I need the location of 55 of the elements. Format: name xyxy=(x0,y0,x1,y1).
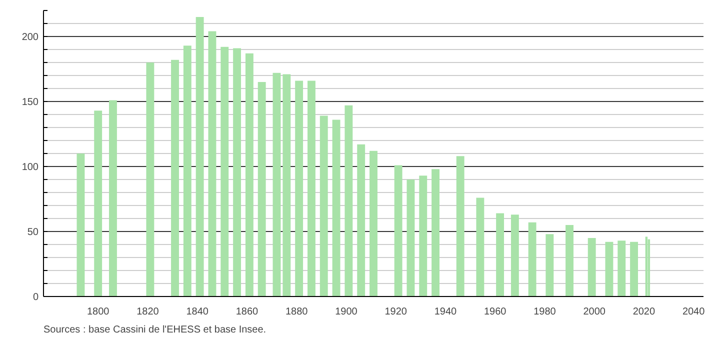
x-tick-label: 1820 xyxy=(136,306,160,318)
bar xyxy=(233,48,242,296)
bar xyxy=(332,120,340,296)
y-tick-label: 150 xyxy=(22,97,39,108)
bar xyxy=(546,234,554,296)
bar xyxy=(618,240,626,296)
bar xyxy=(272,72,281,296)
bar xyxy=(171,60,179,296)
y-tick-label: 100 xyxy=(22,162,39,173)
bar xyxy=(320,116,328,296)
x-tick-label: 1840 xyxy=(186,306,209,318)
bar xyxy=(245,53,254,296)
bar xyxy=(295,80,304,296)
bar xyxy=(419,176,428,296)
bar xyxy=(344,105,353,296)
x-tick-label: 2040 xyxy=(682,306,706,318)
x-tick-label: 1920 xyxy=(384,306,408,318)
x-tick-label: 1880 xyxy=(285,306,308,318)
bar xyxy=(220,46,229,296)
x-tick-label: 2000 xyxy=(583,306,606,318)
x-tick-label: 1900 xyxy=(335,306,358,318)
bar xyxy=(109,100,117,296)
x-tick-label: 2020 xyxy=(632,306,656,318)
bar xyxy=(146,62,154,296)
y-tick-label: 0 xyxy=(32,292,39,303)
bar xyxy=(394,165,402,296)
bar xyxy=(282,74,291,296)
bar xyxy=(258,82,266,296)
source-note: Sources : base Cassini de l'EHESS et base Insee. xyxy=(44,324,266,336)
bar xyxy=(208,31,216,296)
y-tick-label: 50 xyxy=(27,227,39,238)
bar xyxy=(370,150,378,296)
bar xyxy=(605,242,614,296)
bar xyxy=(94,110,102,296)
bar xyxy=(76,154,85,296)
x-tick-label: 1960 xyxy=(484,306,507,318)
bar xyxy=(432,169,440,296)
x-tick-label: 1860 xyxy=(236,306,259,318)
x-tick-label: 1980 xyxy=(534,306,556,318)
x-tick-label: 1800 xyxy=(86,306,110,318)
bar xyxy=(566,225,574,296)
bar xyxy=(510,214,519,296)
bar xyxy=(528,222,536,296)
bar xyxy=(308,80,316,296)
bar xyxy=(456,156,464,296)
bar xyxy=(496,213,504,296)
x-tick-label: 1940 xyxy=(434,306,458,318)
bar xyxy=(183,46,192,296)
bar xyxy=(588,238,596,296)
bar xyxy=(196,17,204,296)
bar xyxy=(476,198,484,296)
bar xyxy=(630,242,638,296)
bar xyxy=(357,144,366,296)
y-tick-label: 200 xyxy=(22,32,39,43)
bar xyxy=(406,180,415,296)
